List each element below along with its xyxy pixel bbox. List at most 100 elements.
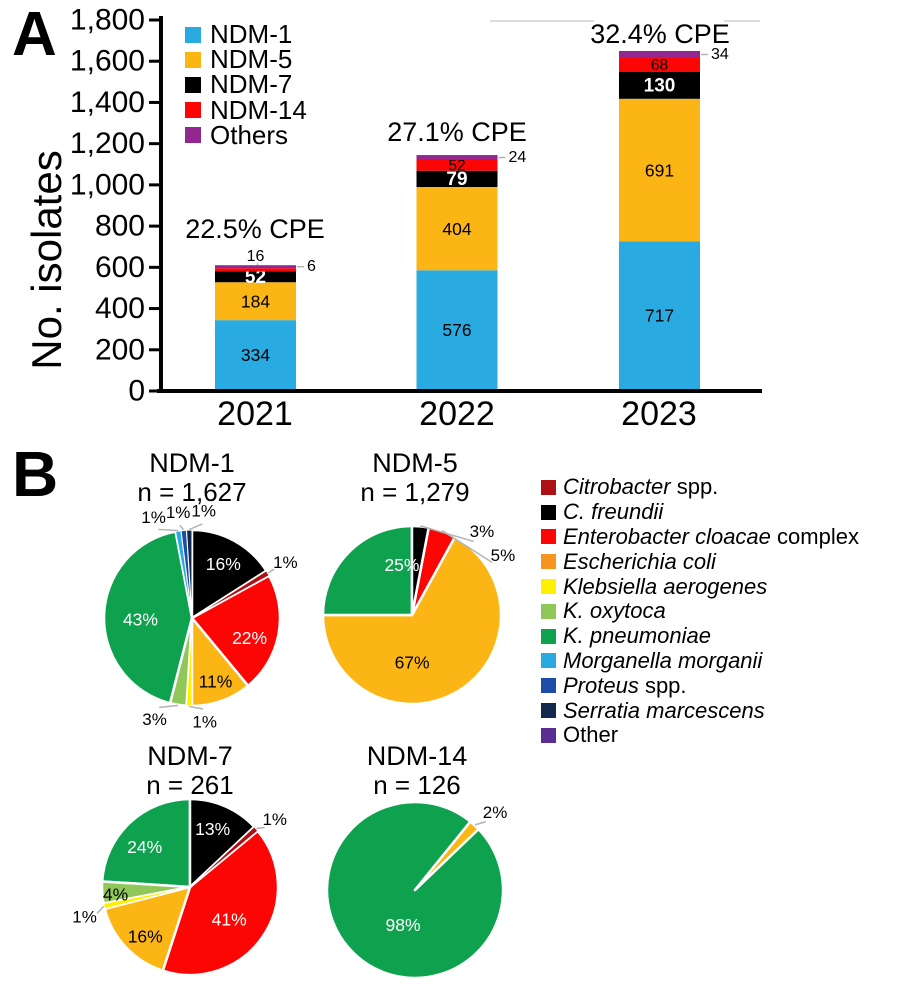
bar-legend-label: Others [210,119,289,150]
bar-value-label: 52 [245,267,266,288]
species-name-italic: Morganella morganii [563,647,763,673]
pie-title-ndm1: NDM-1 [149,448,235,478]
species-name: Other [563,722,618,748]
legend-swatch [541,603,556,619]
species-name: Morganella morganii [563,648,762,674]
legend-swatch [541,653,556,669]
species-name-regular: spp. [638,672,687,698]
bar-legend-label: NDM-1 [210,19,293,50]
bar-segment-NDM-5-2022 [416,187,498,271]
leader-line [474,821,486,826]
species-name: Serratia marcescens [563,698,765,724]
pie-percent-label: 24% [127,837,162,857]
pie-slice-K. pneumoniae [321,524,414,617]
pie-slice-Klebsiella aerogenes [185,617,193,707]
bar-segment-NDM-1-2022 [416,270,498,389]
y-tick-label: 1,800 [70,4,145,37]
y-tick-label: 1,000 [70,168,145,201]
legend-swatch [185,76,201,93]
legend-swatch [185,102,201,119]
pie-slice-K. pneumoniae [102,530,194,705]
species-name-italic: Klebsiella aerogenes [563,573,768,599]
bar-value-label: 24 [509,149,527,166]
bar-segment-NDM-7-2021 [215,271,296,283]
y-axis-title: No. isolates [23,150,70,370]
y-tick-label: 400 [95,292,145,325]
legend-swatch [541,529,556,545]
pie-percent-label: 22% [232,628,267,648]
bar-segment-NDM-7-2022 [416,170,498,188]
pie-slice-K. pneumoniae [100,797,192,889]
pie-subtitle-ndm7: n = 261 [146,770,234,800]
pie-percent-label: 1% [72,907,97,926]
pie-slice-C. freundii [188,797,256,889]
species-name-italic: Enterobacter cloacae [563,524,771,549]
y-tick-label: 600 [95,251,145,284]
legend-swatch [541,579,556,595]
bar-segment-NDM-1-2023 [619,241,700,389]
cpe-annotation-2021: 22.5% CPE [185,214,325,244]
y-tick-label: 1,200 [70,127,145,160]
bar-value-label: 184 [241,292,270,312]
species-legend-item: Enterobacter cloacae complex [541,524,859,550]
bar-legend-item: NDM-1 [185,19,307,50]
leader-line [158,528,179,532]
bar-value-label: 16 [247,248,265,265]
species-name-italic: Serratia marcescens [563,697,765,723]
pie-percent-label: 3% [470,522,495,541]
pie-percent-label: 16% [206,554,241,574]
pie-slice-Escherichia coli [321,535,503,706]
pie-percent-label: 25% [384,555,419,575]
bar-segment-NDM-14-2023 [619,57,700,73]
bar-legend: NDM-1 NDM-5 NDM-7 NDM-14 Others [185,19,307,150]
panel-a-label: A [12,0,57,69]
pie-slice-Escherichia coli [413,820,480,892]
bar-value-label: 404 [442,219,471,239]
pie-percent-label: 1% [141,508,166,527]
pie-percent-label: 2% [483,803,508,822]
pie-percent-label: 41% [212,910,247,930]
bar-legend-item: NDM-7 [185,69,307,99]
species-name-italic: Citrobacter [563,474,671,500]
species-legend-item: K. oxytoca [541,598,859,624]
bar-value-label: 130 [644,75,676,96]
leader-line [267,568,275,574]
pie-percent-label: 5% [491,546,516,565]
y-tick-label: 200 [95,333,145,366]
bar-segment-NDM-5-2023 [619,98,700,242]
bar-value-label: 717 [645,306,674,326]
bar-segment-NDM-1-2021 [215,320,296,389]
species-legend-item: Morganella morganii [541,648,859,674]
pie-percent-label: 1% [166,503,191,522]
species-name: K. oxytoca [563,598,666,624]
leader-line [158,704,179,709]
bar-value-label: 68 [651,57,668,74]
species-name-italic: Proteus [563,672,639,698]
y-tick-label: 800 [95,210,145,243]
species-name: K. pneumoniae [563,623,711,649]
species-name-regular: Other [563,722,619,748]
x-axis-label-2021: 2021 [217,395,293,433]
species-name: Escherichia coli [563,549,716,575]
leader-line [256,826,265,830]
species-name: Klebsiella aerogenes [563,574,767,600]
bar-segment-NDM-5-2021 [215,282,296,321]
bar-segment-Others-2022 [416,155,498,161]
x-axis-label-2023: 2023 [621,395,697,433]
species-name-regular: complex [770,524,859,549]
pie-slice-Serratia marcescens [185,529,193,619]
pie-slice-Enterobacter cloacae complex [161,829,280,977]
legend-swatch [541,504,556,520]
bar-value-label: 52 [448,157,465,174]
bar-segment-Others-2021 [215,265,296,269]
pie-title-ndm5: NDM-5 [372,448,458,478]
pie-percent-label: 1% [191,502,216,521]
bar-segment-Others-2023 [619,50,700,58]
bar-segment-NDM-14-2022 [416,160,498,171]
bar-value-label: 79 [446,169,467,190]
leader-line [189,705,204,710]
species-legend-item: Proteus spp. [541,673,859,698]
pie-percent-label: 4% [103,884,128,904]
bar-legend-item: Others [185,119,307,150]
